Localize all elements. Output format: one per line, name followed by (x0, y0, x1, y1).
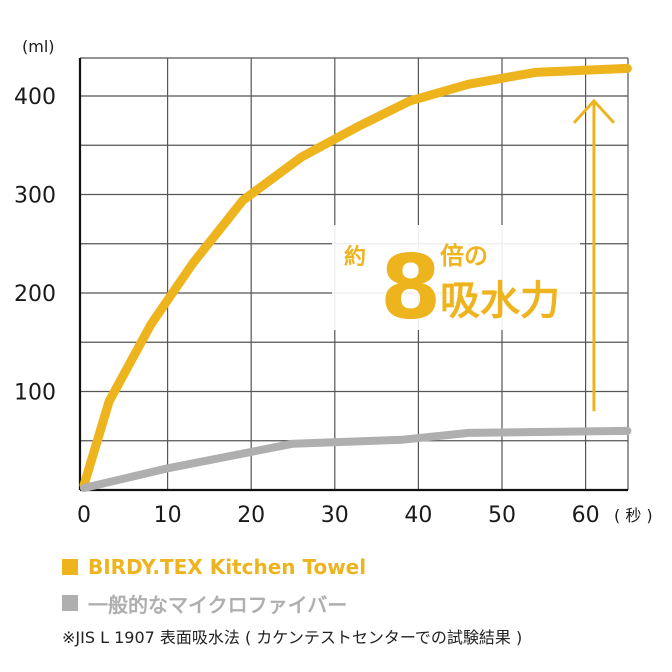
annotation-prefix: 約 (344, 244, 366, 270)
series-line-birdy (79, 63, 632, 490)
x-tick-label-30: 30 (321, 503, 349, 528)
x-tick-label-0: 0 (77, 503, 91, 528)
x-unit-label: ( 秒 ) (614, 506, 653, 525)
legend-swatch-birdy (62, 559, 78, 575)
annotation-main: 吸水力 (440, 278, 560, 324)
x-tick-label-10: 10 (154, 503, 182, 528)
series-line-microfiber (80, 426, 632, 492)
annotation-backing (332, 225, 580, 330)
legend-item-birdy: BIRDY.TEX Kitchen Towel (62, 552, 366, 582)
annotation-number: 8 (380, 236, 441, 339)
x-tick-label-60: 60 (572, 503, 600, 528)
x-tick-label-50: 50 (488, 503, 516, 528)
chart-axes (78, 58, 628, 492)
legend-label-birdy: BIRDY.TEX Kitchen Towel (88, 555, 367, 579)
chart-legend: BIRDY.TEX Kitchen Towel 一般的なマイクロファイバー (62, 552, 366, 624)
legend-item-microfiber: 一般的なマイクロファイバー (62, 588, 366, 618)
chart-tick-labels: 100 200 300 400 0 10 20 30 40 50 60 (ml) ( 秒 ) (14, 37, 653, 528)
y-unit-label: (ml) (22, 37, 55, 56)
y-tick-label-300: 300 (14, 184, 56, 209)
annotation-arrow-head (572, 98, 616, 124)
chart-series (79, 63, 632, 492)
y-tick-label-100: 100 (14, 381, 56, 406)
y-tick-label-400: 400 (14, 85, 56, 110)
annotation-suffix: 倍の (440, 242, 488, 270)
legend-swatch-microfiber (62, 595, 78, 611)
test-method-footnote: ※JIS L 1907 表面吸水法 ( カケンテストセンターでの試験結果 ) (62, 628, 523, 647)
x-tick-label-40: 40 (404, 503, 432, 528)
x-tick-label-20: 20 (237, 503, 265, 528)
legend-label-microfiber: 一般的なマイクロファイバー (88, 592, 348, 617)
y-tick-label-200: 200 (14, 282, 56, 307)
